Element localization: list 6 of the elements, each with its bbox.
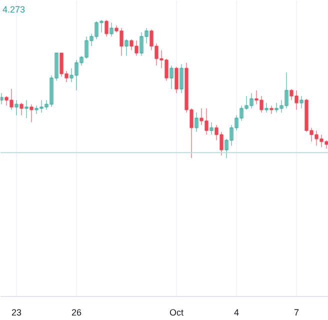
x-tick-label: 26 [71,308,82,318]
text: 4.273 [2,4,26,14]
x-tick-label: 7 [294,308,300,318]
x-tick-label: 23 [11,308,22,318]
x-tick-label: 4 [234,308,240,318]
x-tick-label: Oct [170,308,184,318]
